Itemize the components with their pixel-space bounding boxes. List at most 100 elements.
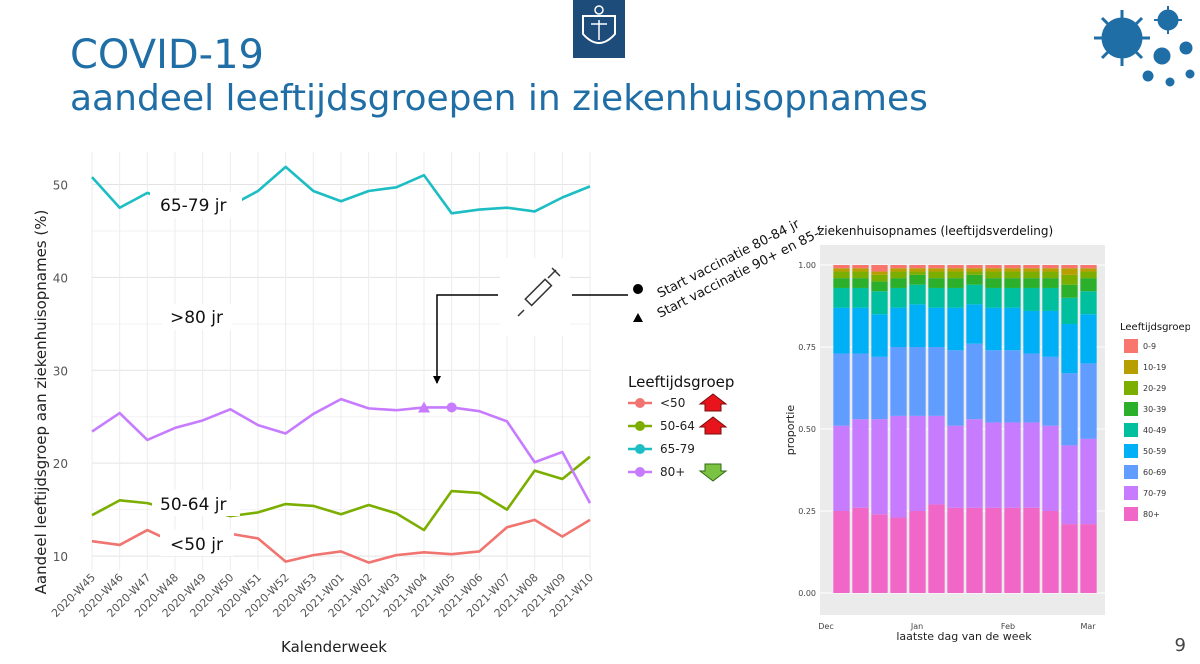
bar-legend-label-3: 50-59 [1143,447,1166,456]
bar-segment-1 [833,425,850,511]
bar-segment-5 [1004,278,1021,288]
bar-segment-7 [833,268,850,272]
bar-legend-label-1: 70-79 [1143,489,1166,498]
bar-segment-2 [1023,353,1040,423]
bar-segment-6 [966,271,983,275]
syringe-icon [500,258,570,336]
legend-label-2: 65-79 [660,442,695,456]
y-tick-label: 40 [53,271,68,285]
bar-legend-swatch-6 [1124,381,1138,395]
legend-items: <50 50-64 65-79 80+ [628,393,728,482]
bar-segment-0 [985,507,1002,593]
vaccination-arrow [433,294,628,384]
bar-segment-3 [1061,324,1078,374]
bar-segment-3 [947,307,964,351]
y-axis-label: Aandeel leeftijdsgroep aan ziekenhuisopn… [32,210,50,595]
bar-segment-6 [1042,271,1059,279]
bar-segment-4 [1004,287,1021,308]
bar-segment-1 [1023,422,1040,508]
bar-segment-2 [1061,373,1078,446]
bar-segment-2 [833,353,850,426]
legend-dot-3 [635,467,645,477]
bar-stacks [833,265,1097,593]
bar-segment-6 [985,271,1002,279]
bar-segment-1 [947,425,964,508]
bar-segment-0 [833,511,850,593]
bar-segment-5 [909,274,926,285]
bar-segment-3 [1023,310,1040,354]
bar-legend-label-0: 80+ [1143,510,1160,519]
legend-dot-0 [635,398,645,408]
series-line-3 [91,397,592,504]
bar-segment-1 [1061,445,1078,525]
bar-legend-label-5: 30-39 [1143,405,1166,414]
arrow-up-icon [698,416,728,435]
label-background [152,490,240,516]
bar-segment-6 [1004,271,1021,279]
annotation-80: >80 jr [170,308,223,328]
y-tick-label: 10 [53,550,68,564]
bar-legend-label-6: 20-29 [1143,384,1166,393]
bar-segment-0 [966,507,983,593]
bar-segment-3 [852,307,869,354]
stacked-bar-chart: ziekenhuisopnames (leeftijdsverdeling) 0… [784,224,1190,643]
bar-segment-5 [985,278,1002,288]
y-axis-ticks: 10 20 30 40 50 [53,179,68,565]
triangle-marker [418,401,430,413]
bar-segment-8 [833,265,850,269]
bar-legend-label-7: 10-19 [1143,363,1166,372]
bar-segment-0 [928,504,945,593]
bar-segment-6 [909,271,926,275]
bar-segment-0 [1080,524,1097,593]
bar-legend-swatch-5 [1124,402,1138,416]
annotation-50-64: 50-64 jr [160,495,227,515]
bar-segment-3 [966,304,983,344]
bar-segment-3 [909,304,926,347]
bar-segment-2 [852,353,869,420]
bar-segment-7 [985,268,1002,272]
bar-y-tick-label: 0.75 [798,343,816,352]
bar-segment-5 [852,278,869,288]
annotation-65-79: 65-79 jr [160,196,227,216]
bar-legend-swatch-8 [1124,339,1138,353]
bar-segment-2 [1004,350,1021,423]
page-subtitle: aandeel leeftijdsgroepen in ziekenhuisop… [70,78,928,119]
bar-segment-3 [1004,307,1021,351]
x-axis-label: Kalenderweek [281,638,387,656]
bar-segment-2 [871,356,888,420]
vaccination-80-84-marker [633,284,643,294]
bar-segment-4 [833,287,850,308]
bar-y-ticks: 0.00 0.25 0.50 0.75 1.00 [798,261,816,598]
bar-y-tick-label: 0.50 [798,425,816,434]
bar-segment-1 [890,415,907,518]
bar-x-tick-label: Feb [1001,622,1015,631]
legend-label-1: 50-64 [660,419,695,433]
bar-x-tick-label: Jan [910,622,923,631]
label-background [150,192,242,218]
arrow-up-icon [698,393,728,412]
bar-segment-5 [1042,278,1059,288]
bar-segment-8 [871,265,888,272]
bar-segment-4 [1023,287,1040,311]
bar-segment-6 [928,271,945,279]
bar-segment-2 [909,347,926,416]
bar-segment-8 [1023,265,1040,269]
bar-segment-7 [966,268,983,272]
legend-dot-2 [635,444,645,454]
bar-x-tick-label: Mar [1080,622,1096,631]
bar-segment-3 [1080,314,1097,364]
bar-segment-2 [1042,356,1059,426]
page-number: 9 [1174,635,1186,656]
bar-segment-4 [1061,297,1078,325]
bar-segment-1 [966,419,983,508]
bar-segment-6 [833,271,850,279]
bar-legend-items: 0-9 10-19 20-29 30-39 40-49 50-59 60-69 70-79 80… [1124,339,1166,521]
legend-dot-1 [635,421,645,431]
crest-icon [573,0,625,58]
bar-segment-3 [890,307,907,347]
virus-icon [1090,0,1200,95]
bar-segment-3 [985,307,1002,351]
bar-segment-0 [947,507,964,593]
bar-segment-5 [833,278,850,288]
legend-title: Leeftijdsgroep [628,373,734,391]
